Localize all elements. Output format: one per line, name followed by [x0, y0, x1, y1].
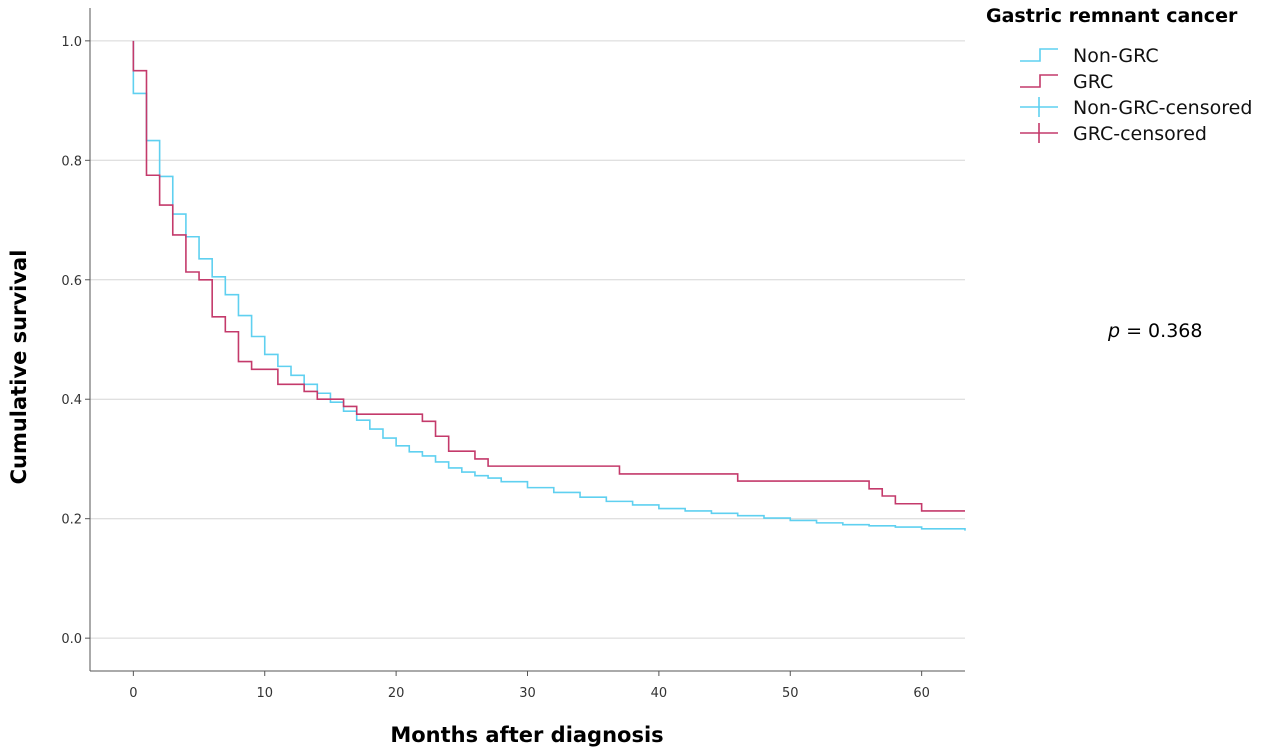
y-axis-title: Cumulative survival	[7, 250, 31, 485]
x-tick-label: 30	[519, 686, 536, 701]
legend-label: Non-GRC-censored	[1073, 97, 1252, 119]
y-tick-label: 1.0	[61, 35, 82, 50]
x-tick-label: 0	[129, 686, 137, 701]
legend-step-swatch	[1020, 74, 1058, 88]
y-tick-label: 0.4	[61, 393, 82, 408]
x-tick-label: 20	[388, 686, 405, 701]
legend-step-swatch	[1020, 48, 1058, 62]
tick-labels: 0.0 0.2 0.4 0.6 0.8 1.0 0 10 20 30 40 50 60	[61, 35, 930, 701]
series-non-grc-line	[132, 40, 966, 531]
legend-title: Gastric remnant cancer	[986, 5, 1238, 27]
y-tick-label: 0.0	[61, 632, 82, 647]
legend-label: GRC-censored	[1073, 123, 1207, 145]
gridlines	[90, 40, 965, 639]
survival-curves	[132, 40, 966, 531]
legend: Gastric remnant cancer Non-GRCGRCNon-GRC…	[986, 5, 1252, 145]
series-grc-line	[132, 40, 965, 512]
legend-label: Non-GRC	[1073, 45, 1159, 67]
y-tick-label: 0.2	[61, 513, 82, 528]
axes	[89, 8, 965, 672]
legend-items: Non-GRC GRC Non-GRC-censored GRC-censored	[1020, 45, 1252, 145]
x-axis-title: Months after diagnosis	[390, 723, 663, 747]
x-tick-label: 40	[651, 686, 668, 701]
p-value-text: = 0.368	[1120, 320, 1202, 342]
y-tick-label: 0.6	[61, 274, 82, 289]
legend-label: GRC	[1073, 71, 1113, 93]
y-tick-label: 0.8	[61, 154, 82, 169]
x-tick-label: 50	[782, 686, 799, 701]
p-value-annotation: p = 0.368	[1107, 320, 1202, 342]
x-tick-label: 60	[913, 686, 930, 701]
x-tick-label: 10	[256, 686, 273, 701]
p-value-symbol: p	[1107, 320, 1120, 342]
